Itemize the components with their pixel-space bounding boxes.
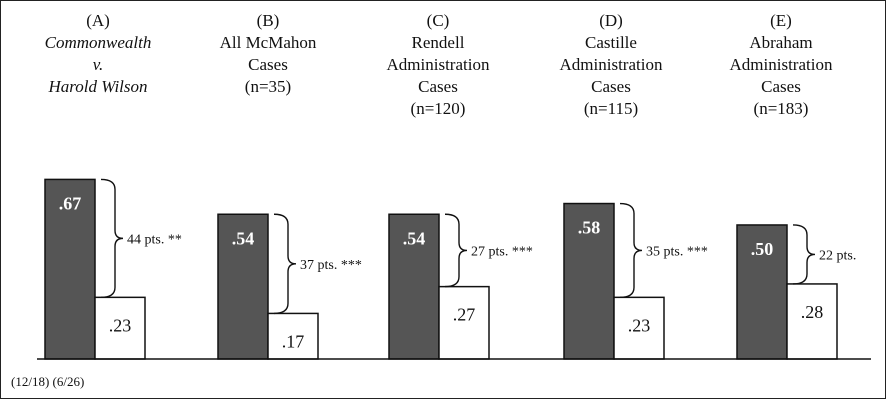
group-letter: (A) [86,11,110,30]
group-title-line: Cases [591,77,631,96]
group-title-line: Abraham [749,33,812,52]
bar-dark-label: .50 [751,239,774,259]
bar-dark-label: .67 [59,193,82,213]
group-letter: (C) [427,11,450,30]
group-sample-size: (n=120) [411,99,466,118]
group-sample-size: (n=35) [245,77,291,96]
difference-brace [100,178,124,299]
difference-label: 35 pts. *** [646,244,708,259]
group-title-line: Cases [761,77,801,96]
group-letter: (D) [599,11,623,30]
bar-light [786,283,838,360]
difference-brace [444,213,468,288]
difference-label: 22 pts. [819,248,856,263]
difference-brace [792,224,816,285]
difference-label: 44 pts. ** [127,232,182,247]
group-title-line: Cases [248,55,288,74]
bar-light [438,285,490,360]
group-sample-size: (n=115) [584,99,638,118]
group-title-line: Administration [387,55,490,74]
bar-light-label: .17 [282,331,305,351]
group-sample-size: (n=183) [754,99,809,118]
difference-label: 37 pts. *** [300,258,362,273]
bar-dark-label: .54 [403,228,426,248]
group-title-line: v. [93,55,104,74]
bar-dark [217,213,269,360]
bar-dark-label: .58 [578,218,601,238]
bar-light [94,296,146,360]
bars-layer: .67 .23 .54 .17 .54 .27 .58 .23 .50 .28 [44,178,838,360]
group-title-line: Rendell [412,33,465,52]
group-title-line: Commonwealth [45,33,152,52]
group-headers: (A) Commonwealth v. Harold Wilson (B) All McM… [45,11,833,118]
difference-brace [273,213,297,315]
group-title-line: Cases [418,77,458,96]
group-letter: (B) [257,11,280,30]
footnote: (12/18) (6/26) [11,374,84,389]
bar-light-label: .23 [628,315,651,335]
group-title-line: All McMahon [220,33,317,52]
group-title-line: Castille [585,33,637,52]
bar-light [267,312,319,360]
group-title-line: Harold Wilson [47,77,147,96]
bar-light-label: .23 [109,315,132,335]
group-title-line: Administration [560,55,663,74]
group-title-line: Administration [730,55,833,74]
braces-layer: 44 pts. ** 37 pts. *** 27 pts. *** 35 pts. … [100,178,856,315]
bar-light-label: .28 [801,302,824,322]
bar-light [613,296,665,360]
difference-label: 27 pts. *** [471,244,533,259]
bar-light-label: .27 [453,305,476,325]
group-letter: (E) [770,11,792,30]
bar-dark-label: .54 [232,228,255,248]
bar-dark [44,178,96,360]
difference-brace [619,202,643,299]
